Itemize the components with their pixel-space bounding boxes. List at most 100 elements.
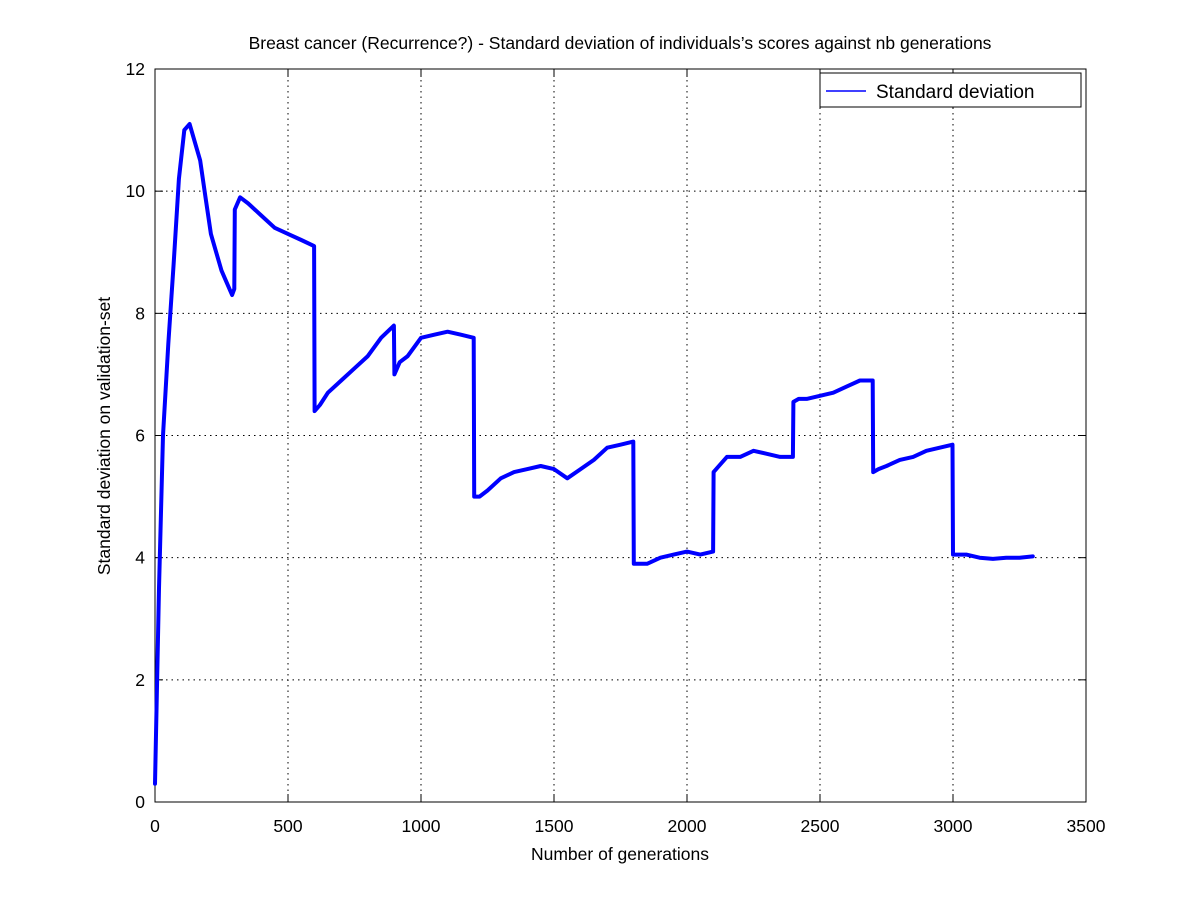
data-point xyxy=(779,456,781,458)
data-point xyxy=(367,355,369,357)
data-point xyxy=(845,385,848,388)
data-point xyxy=(646,563,648,565)
data-point xyxy=(832,391,835,394)
data-point xyxy=(287,233,289,235)
data-point xyxy=(952,553,954,556)
series-standard-deviation xyxy=(153,122,1035,786)
data-point xyxy=(393,324,395,327)
plot-area-frame xyxy=(154,68,1087,803)
data-point xyxy=(819,395,821,397)
data-point xyxy=(632,440,635,443)
x-axis-label: Number of generations xyxy=(531,844,709,864)
data-point xyxy=(162,434,164,437)
data-point xyxy=(226,282,228,284)
data-point xyxy=(313,245,315,247)
data-point xyxy=(712,550,714,553)
y-tick-label: 0 xyxy=(135,792,145,812)
data-point xyxy=(739,456,741,458)
data-point xyxy=(539,465,542,467)
data-point xyxy=(154,782,156,785)
data-point xyxy=(167,343,170,345)
data-point xyxy=(353,367,356,370)
data-point xyxy=(260,214,263,217)
data-point xyxy=(951,443,954,446)
data-point xyxy=(672,553,675,556)
data-point xyxy=(183,129,186,131)
data-point xyxy=(231,294,233,296)
data-point xyxy=(1032,555,1034,558)
data-point xyxy=(566,477,569,480)
series-line xyxy=(153,122,1035,786)
data-point xyxy=(726,456,728,458)
legend-box xyxy=(819,72,1082,108)
data-point xyxy=(233,288,236,290)
data-point xyxy=(718,465,720,467)
data-point xyxy=(220,269,223,272)
data-point xyxy=(579,468,582,470)
data-point xyxy=(938,446,941,449)
y-axis-ticks: 0 2 4 6 8 10 12 xyxy=(126,59,1086,812)
grid-lines xyxy=(155,69,1086,802)
data-point xyxy=(199,159,201,162)
x-tick-label: 500 xyxy=(273,816,302,836)
series-layer xyxy=(153,122,1035,786)
data-point xyxy=(606,446,608,449)
data-point xyxy=(319,404,321,406)
data-point xyxy=(473,495,476,498)
x-tick-label: 3000 xyxy=(934,816,973,836)
y-tick-label: 6 xyxy=(135,426,145,446)
data-point xyxy=(766,453,768,455)
x-tick-label: 0 xyxy=(150,816,160,836)
data-point xyxy=(478,495,481,498)
y-tick-label: 10 xyxy=(126,181,146,201)
x-tick-label: 3500 xyxy=(1067,816,1106,836)
data-point xyxy=(239,196,241,199)
y-tick-label: 12 xyxy=(126,59,145,79)
data-point xyxy=(872,471,874,473)
data-point xyxy=(158,587,160,589)
data-point xyxy=(965,553,968,556)
x-tick-label: 2500 xyxy=(801,816,840,836)
data-point xyxy=(340,379,343,382)
data-point xyxy=(500,477,502,480)
data-point xyxy=(234,208,236,211)
data-point xyxy=(327,391,329,394)
x-tick-label: 1000 xyxy=(402,816,441,836)
data-point xyxy=(247,202,249,205)
data-point xyxy=(273,227,276,229)
data-point xyxy=(659,556,662,559)
data-point xyxy=(406,355,409,357)
data-point xyxy=(215,251,217,254)
data-point xyxy=(393,373,396,376)
data-point xyxy=(686,550,688,553)
data-point xyxy=(797,398,800,400)
data-point xyxy=(619,443,622,446)
y-tick-label: 4 xyxy=(135,548,145,568)
y-tick-label: 2 xyxy=(135,670,145,690)
data-point xyxy=(513,471,515,473)
data-point xyxy=(433,333,436,336)
data-point xyxy=(553,468,555,470)
data-point xyxy=(313,410,316,412)
data-point xyxy=(204,196,207,199)
data-point xyxy=(699,553,702,556)
data-point xyxy=(638,563,640,565)
data-point xyxy=(472,337,475,339)
data-point xyxy=(194,141,196,144)
data-point xyxy=(526,468,529,470)
x-tick-label: 1500 xyxy=(535,816,574,836)
y-tick-label: 8 xyxy=(135,303,145,323)
data-point xyxy=(486,489,489,492)
data-point xyxy=(871,379,874,382)
data-point xyxy=(380,337,382,339)
data-point xyxy=(178,178,180,180)
data-point xyxy=(712,471,715,473)
data-point xyxy=(446,330,449,333)
data-point xyxy=(593,459,595,461)
data-point xyxy=(859,379,861,382)
y-axis-label: Standard deviation on validation-set xyxy=(94,297,114,575)
data-point xyxy=(925,450,928,452)
data-point xyxy=(172,263,175,266)
data-point xyxy=(210,233,212,235)
